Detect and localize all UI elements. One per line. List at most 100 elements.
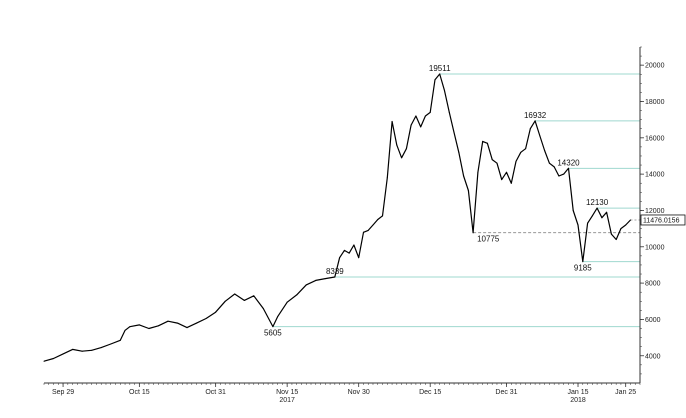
price-point [429, 111, 431, 113]
price-point [315, 279, 317, 281]
price-point [434, 79, 436, 81]
price-point [525, 148, 527, 150]
price-point [253, 295, 255, 297]
annotation-label: 16932 [524, 111, 547, 120]
annotation-label: 12130 [586, 198, 609, 207]
y-tick-label: 12000 [645, 208, 665, 215]
price-point [396, 144, 398, 146]
y-tick-label: 10000 [645, 244, 665, 251]
price-point [124, 329, 126, 331]
price-point [439, 73, 441, 75]
price-point [548, 162, 550, 164]
price-point [582, 261, 584, 263]
price-point [424, 115, 426, 117]
y-tick-label: 6000 [645, 317, 661, 324]
x-tick-label: Sep 29 [52, 389, 74, 396]
price-point [286, 301, 288, 303]
price-point [410, 124, 412, 126]
price-point [563, 173, 565, 175]
x-tick-label: Oct 31 [205, 389, 226, 396]
price-point [486, 142, 488, 144]
price-point [467, 189, 469, 191]
price-point [610, 233, 612, 235]
price-point [353, 244, 355, 246]
price-point [377, 219, 379, 221]
price-point [629, 219, 631, 221]
price-point [596, 207, 598, 209]
annotation-label: 8339 [326, 267, 344, 276]
price-point [577, 224, 579, 226]
price-point [186, 327, 188, 329]
price-point [496, 162, 498, 164]
price-point [587, 222, 589, 224]
price-point [196, 322, 198, 324]
x-axis: Sep 29 Oct 15 Oct 31 Nov 15 Nov 30 Dec 15 Dec … [43, 382, 641, 404]
price-point [296, 294, 298, 296]
price-point [391, 120, 393, 122]
x-tick-label: Jan 15 [568, 389, 589, 396]
price-point [177, 322, 179, 324]
price-point [444, 90, 446, 92]
price-point [243, 299, 245, 301]
price-series [43, 73, 631, 362]
y-tick-label: 16000 [645, 135, 665, 142]
price-point [324, 278, 326, 280]
price-point [348, 252, 350, 254]
price-point [615, 239, 617, 241]
price-point [157, 325, 159, 327]
reference-lines [272, 73, 640, 328]
price-point [119, 339, 121, 341]
x-tick-label: Dec 31 [495, 389, 517, 396]
price-point [458, 151, 460, 153]
price-point [167, 320, 169, 322]
price-point [277, 316, 279, 318]
price-point [601, 217, 603, 219]
x-tick-label: Oct 15 [129, 389, 150, 396]
x-tick-label: Nov 15 [276, 389, 298, 396]
price-point [272, 326, 274, 328]
price-point [339, 257, 341, 259]
price-point [129, 326, 131, 328]
x-tick-label: Jan 25 [615, 389, 636, 396]
price-point [463, 175, 465, 177]
price-point [362, 231, 364, 233]
annotation-label: 10775 [477, 235, 500, 244]
price-point [415, 115, 417, 117]
price-point [382, 215, 384, 217]
price-point [515, 160, 517, 162]
price-point [100, 347, 102, 349]
price-point [215, 311, 217, 313]
price-point [138, 324, 140, 326]
last-value-label: 11476.0156 [643, 217, 680, 224]
price-point [224, 300, 226, 302]
price-point [448, 111, 450, 113]
price-point [72, 348, 74, 350]
price-point [53, 357, 55, 359]
price-point [505, 171, 507, 173]
annotation-label: 14320 [557, 158, 580, 167]
price-point [386, 177, 388, 179]
price-point [572, 209, 574, 211]
price-point [234, 293, 236, 295]
price-point [482, 140, 484, 142]
last-value-tag: 11476.0156 [640, 214, 686, 226]
price-point [625, 224, 627, 226]
price-point [567, 167, 569, 169]
price-point [544, 150, 546, 152]
price-point [81, 350, 83, 352]
y-tick-label: 20000 [645, 63, 665, 70]
price-point [553, 166, 555, 168]
y-tick-label: 8000 [645, 281, 661, 288]
price-point [591, 215, 593, 217]
price-point [405, 148, 407, 150]
price-point [43, 360, 45, 362]
annotation-label: 19511 [429, 64, 451, 73]
annotation-label: 5605 [264, 329, 282, 338]
x-year-label: 2018 [570, 397, 586, 404]
price-point [620, 228, 622, 230]
price-point [510, 182, 512, 184]
price-point [472, 232, 474, 234]
price-point [358, 257, 360, 259]
price-point [367, 229, 369, 231]
